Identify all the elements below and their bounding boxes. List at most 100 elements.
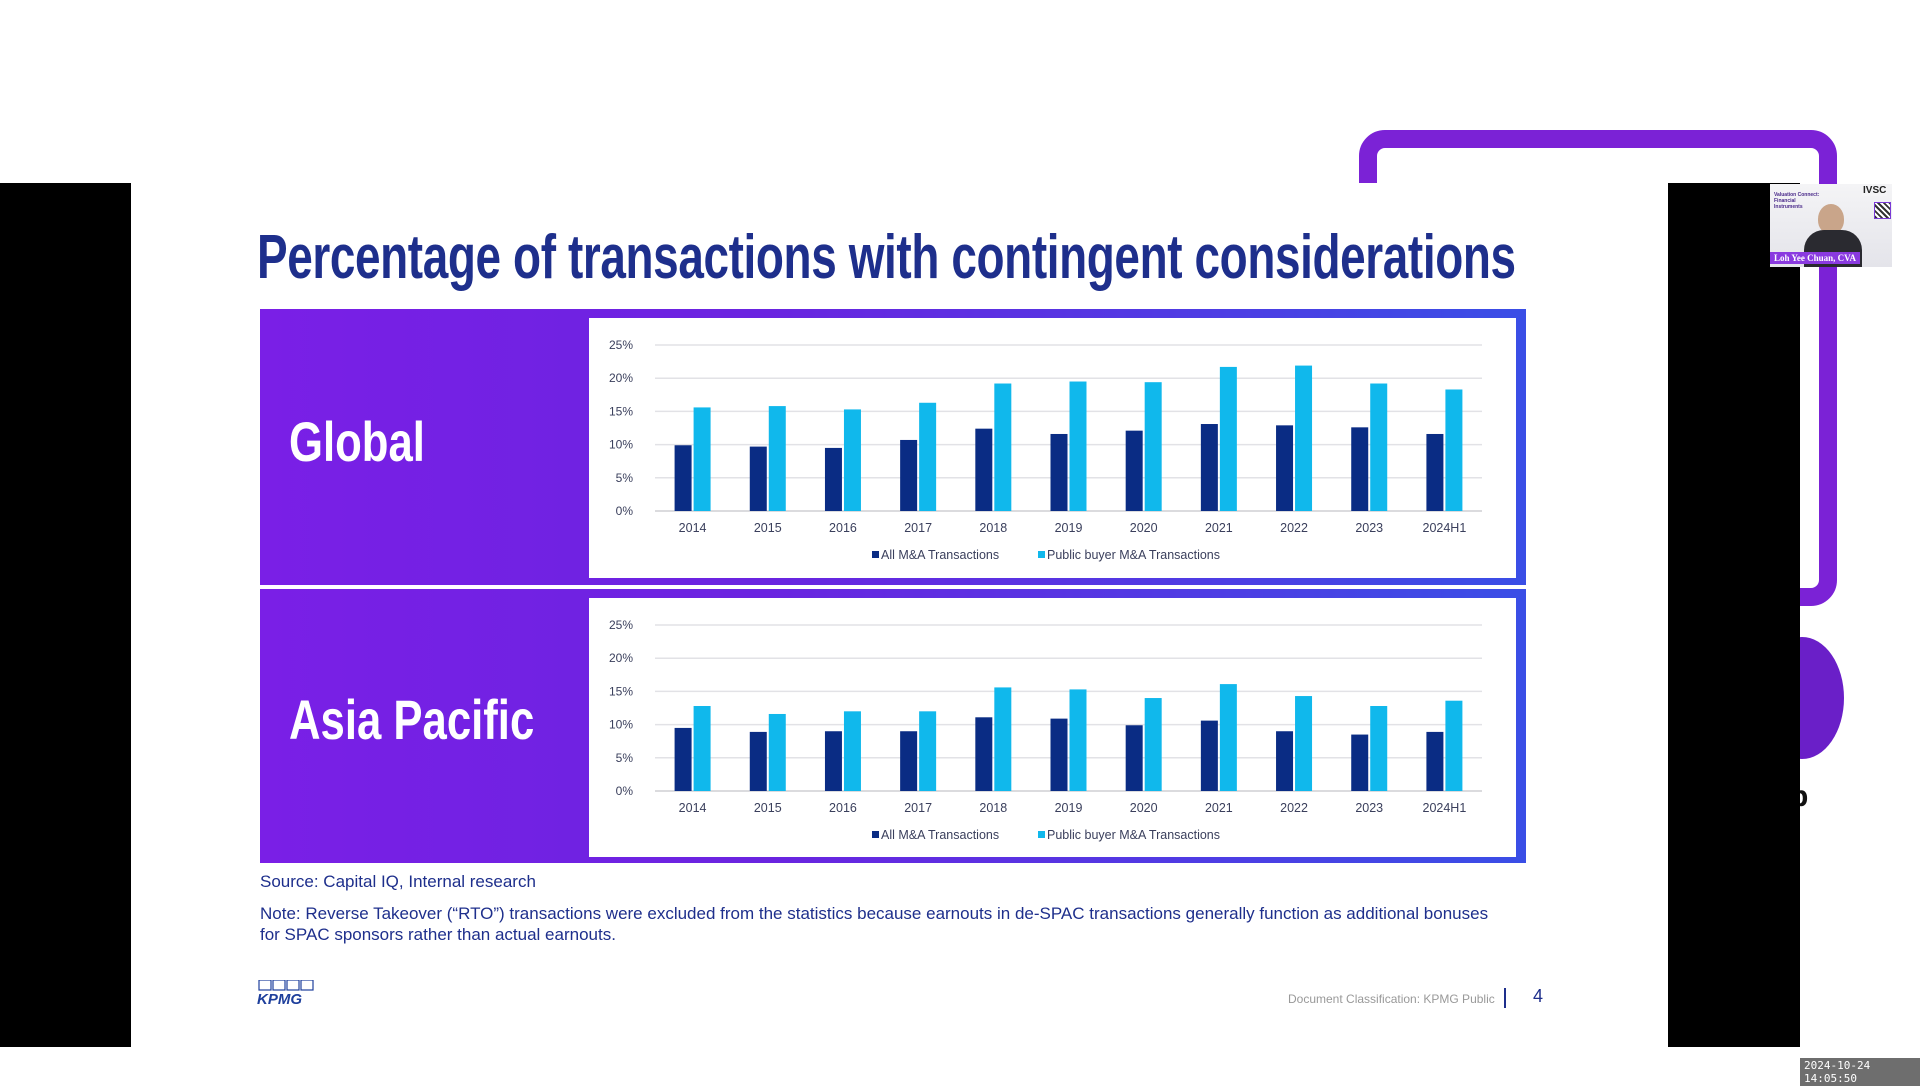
bar-public-2018 — [994, 687, 1012, 791]
panel-divider — [260, 585, 1526, 589]
bar-all-2022 — [1276, 731, 1294, 791]
bar-public-2022 — [1295, 696, 1313, 791]
y-tick-label: 0% — [616, 784, 634, 798]
bar-public-2019 — [1069, 381, 1087, 511]
bar-public-2024H1 — [1445, 389, 1463, 511]
x-tick-label: 2018 — [979, 801, 1007, 815]
y-tick-label: 15% — [609, 684, 633, 698]
bar-public-2021 — [1219, 366, 1237, 511]
bar-public-2014 — [693, 706, 711, 791]
x-tick-label: 2020 — [1130, 801, 1158, 815]
bar-all-2016 — [824, 731, 842, 791]
x-tick-label: 2015 — [754, 521, 782, 535]
x-tick-label: 2020 — [1130, 521, 1158, 535]
y-tick-label: 15% — [609, 404, 633, 418]
note-text: Note: Reverse Takeover (“RTO”) transacti… — [260, 904, 1489, 944]
x-tick-label: 2022 — [1280, 801, 1308, 815]
y-tick-label: 10% — [609, 718, 633, 732]
bar-public-2018 — [994, 383, 1012, 511]
y-tick-label: 0% — [616, 504, 634, 518]
bar-all-2019 — [1050, 433, 1068, 511]
bar-public-2020 — [1144, 382, 1162, 511]
x-tick-label: 2017 — [904, 801, 932, 815]
bar-all-2014 — [674, 445, 692, 511]
bar-all-2022 — [1276, 425, 1294, 511]
x-tick-label: 2017 — [904, 521, 932, 535]
bar-public-2020 — [1144, 698, 1162, 791]
bar-public-2016 — [843, 409, 861, 511]
bar-all-2017 — [900, 439, 918, 511]
bar-all-2016 — [824, 447, 842, 511]
x-tick-label: 2014 — [679, 521, 707, 535]
bar-public-2024H1 — [1445, 700, 1463, 791]
bar-public-2023 — [1370, 706, 1388, 791]
speaker-video-thumbnail[interactable]: Valuation Connect: Financial Instruments… — [1770, 184, 1892, 267]
bar-all-2023 — [1351, 734, 1369, 791]
webcam-slide-heading: Valuation Connect: Financial Instruments — [1774, 192, 1820, 210]
y-tick-label: 25% — [609, 338, 633, 352]
bar-public-2015 — [768, 713, 786, 791]
x-tick-label: 2021 — [1205, 801, 1233, 815]
legend-swatch — [1038, 551, 1045, 558]
bar-public-2015 — [768, 406, 786, 511]
bar-all-2018 — [975, 717, 993, 791]
legend-label: Public buyer M&A Transactions — [1047, 828, 1220, 842]
x-tick-label: 2014 — [679, 801, 707, 815]
speaker-name-label: Loh Yee Chuan, CVA — [1770, 252, 1861, 264]
bar-all-2024H1 — [1426, 731, 1444, 791]
page-number: 4 — [1533, 986, 1544, 1006]
bar-all-2015 — [749, 731, 767, 791]
y-tick-label: 5% — [616, 751, 634, 765]
source-text: Source: Capital IQ, Internal research — [260, 872, 536, 891]
footer-divider — [1504, 988, 1506, 1008]
letterbox-right — [1668, 183, 1800, 1047]
slide-title: Percentage of transactions with continge… — [257, 223, 1516, 292]
y-tick-label: 20% — [609, 371, 633, 385]
x-tick-label: 2016 — [829, 521, 857, 535]
x-tick-label: 2022 — [1280, 521, 1308, 535]
document-classification: Document Classification: KPMG Public — [1288, 992, 1495, 1006]
bar-public-2017 — [919, 711, 937, 791]
panel-label: Global — [289, 410, 425, 473]
bar-public-2023 — [1370, 383, 1388, 511]
bar-public-2019 — [1069, 689, 1087, 791]
y-tick-label: 25% — [609, 618, 633, 632]
legend-label: Public buyer M&A Transactions — [1047, 548, 1220, 562]
legend-swatch — [872, 551, 879, 558]
bar-all-2024H1 — [1426, 433, 1444, 511]
bar-all-2015 — [749, 446, 767, 511]
chart-asia-pacific-svg: 0% 5% 10% 15% 20% 25% 2014 2015 2016 2017 2018 2019… — [609, 618, 1482, 842]
x-tick-label: 2023 — [1355, 801, 1383, 815]
x-tick-label: 2016 — [829, 801, 857, 815]
y-tick-label: 20% — [609, 651, 633, 665]
x-tick-label: 2024H1 — [1423, 521, 1467, 535]
timestamp: 2024-10-24 14:05:50 — [1800, 1058, 1920, 1086]
x-tick-label: 2015 — [754, 801, 782, 815]
bar-public-2017 — [919, 402, 937, 511]
legend-label: All M&A Transactions — [881, 828, 999, 842]
bar-public-2022 — [1295, 365, 1313, 511]
panel-asia-pacific: Asia Pacific 0% 5% 10% 15% 20% 25% 2014 2015 201… — [260, 589, 1526, 863]
x-tick-label: 2021 — [1205, 521, 1233, 535]
bar-public-2014 — [693, 407, 711, 511]
bar-all-2020 — [1125, 430, 1143, 511]
bar-all-2023 — [1351, 427, 1369, 511]
x-tick-label: 2023 — [1355, 521, 1383, 535]
letterbox-left — [0, 183, 131, 1047]
chart-asia-pacific: 0% 5% 10% 15% 20% 25% 2014 2015 2016 2017 2018 2019… — [589, 598, 1516, 857]
speaker-face — [1818, 204, 1844, 234]
bar-all-2021 — [1200, 720, 1218, 791]
legend-swatch — [872, 831, 879, 838]
bar-all-2021 — [1200, 424, 1218, 511]
webcam-logo-text: IVSC — [1862, 185, 1888, 196]
bar-public-2021 — [1219, 684, 1237, 791]
bar-public-2016 — [843, 711, 861, 791]
kpmg-logo: KPMG — [257, 979, 315, 1008]
y-tick-label: 5% — [616, 471, 634, 485]
x-tick-label: 2024H1 — [1423, 801, 1467, 815]
x-tick-label: 2019 — [1055, 801, 1083, 815]
svg-text:KPMG: KPMG — [257, 991, 302, 1006]
x-tick-label: 2019 — [1055, 521, 1083, 535]
chart-global-svg: 0% 5% 10% 15% 20% 25% 2014 2015 2016 2017 2018 2019… — [609, 338, 1482, 562]
y-tick-label: 10% — [609, 438, 633, 452]
